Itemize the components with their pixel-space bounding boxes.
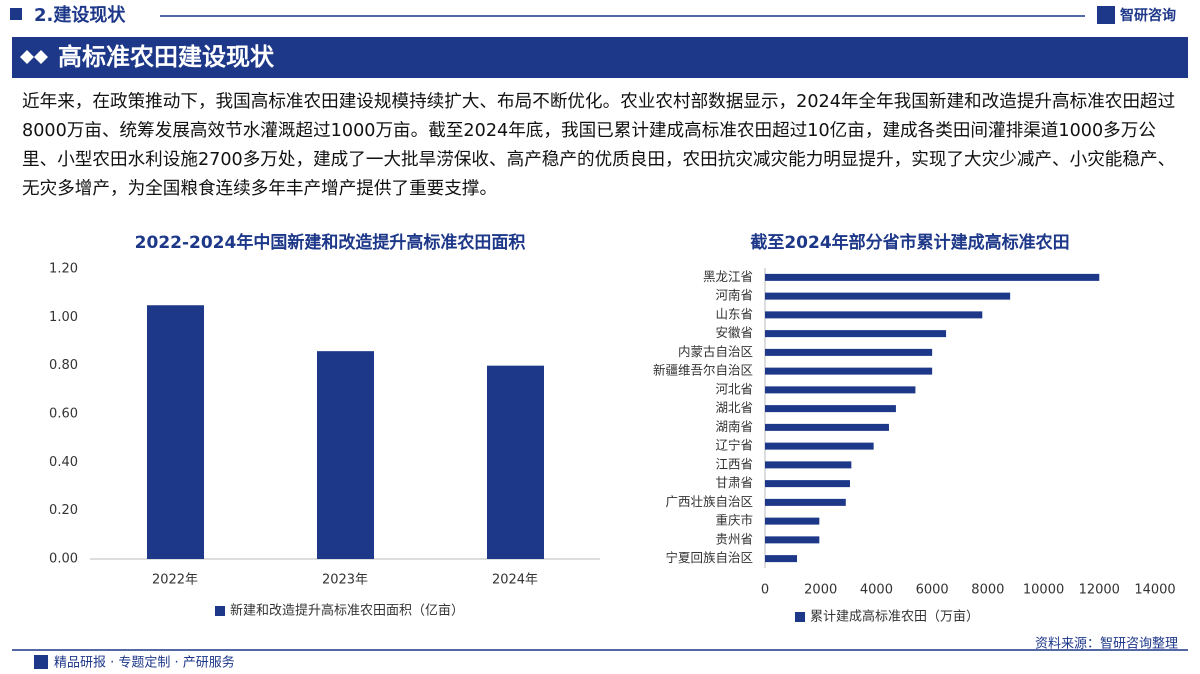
y-tick-label: 宁夏回族自治区 (665, 550, 753, 565)
y-tick-label: 新疆维吾尔自治区 (653, 363, 753, 378)
x-tick-label: 14000 (1134, 583, 1175, 598)
x-tick-label: 12000 (1079, 583, 1120, 598)
bar (765, 461, 852, 469)
x-tick-label: 2023年 (322, 573, 368, 588)
y-tick-label: 0.40 (49, 455, 78, 470)
section-title: 2.建设现状 (34, 4, 126, 26)
bar (765, 348, 933, 356)
y-tick-label: 甘肃省 (715, 475, 753, 490)
y-tick-label: 广西壮族自治区 (665, 494, 753, 509)
x-tick-label: 2000 (804, 583, 837, 598)
y-tick-label: 0.80 (49, 358, 78, 373)
x-tick-label: 6000 (916, 583, 949, 598)
chart-title: 2022-2024年中国新建和改造提升高标准农田面积 (135, 232, 526, 253)
x-tick-label: 2024年 (492, 573, 538, 588)
paragraph: 近年来，在政策推动下，我国高标准农田建设规模持续扩大、布局不断优化。农业农村部数… (22, 92, 1176, 199)
y-tick-label: 重庆市 (715, 513, 753, 528)
y-tick-label: 山东省 (715, 306, 753, 321)
y-tick-label: 江西省 (715, 456, 753, 471)
logo: 智研咨询 (1119, 7, 1176, 24)
bar (765, 311, 983, 319)
bar (765, 405, 896, 413)
logo-icon (1097, 6, 1115, 24)
legend-label: 累计建成高标准农田（万亩） (810, 609, 979, 625)
y-tick-label: 0.00 (49, 552, 78, 567)
banner-title: 高标准农田建设现状 (58, 43, 275, 71)
y-tick-label: 湖北省 (715, 400, 753, 415)
bar (765, 273, 1100, 281)
x-tick-label: 2022年 (152, 573, 198, 588)
bar (765, 442, 874, 450)
y-tick-label: 0.20 (49, 503, 78, 518)
bar (147, 305, 204, 559)
y-tick-label: 河南省 (715, 288, 753, 303)
y-tick-label: 辽宁省 (715, 438, 753, 453)
x-tick-label: 4000 (860, 583, 893, 598)
bar (765, 367, 933, 375)
section-icon (10, 8, 22, 20)
y-tick-label: 黑龙江省 (703, 269, 753, 284)
services: 精品研报 · 专题定制 · 产研服务 (54, 655, 235, 671)
legend-label: 新建和改造提升高标准农田面积（亿亩） (230, 603, 464, 619)
source: 资料来源：智研咨询整理 (1035, 637, 1178, 652)
bar (487, 365, 544, 559)
legend-swatch (215, 606, 225, 616)
banner (12, 37, 1188, 78)
y-tick-label: 1.00 (49, 310, 78, 325)
bar (765, 555, 798, 563)
bar (765, 330, 947, 338)
bar (765, 498, 846, 506)
legend-swatch (795, 612, 805, 622)
banner-icon (20, 50, 48, 64)
x-tick-label: 8000 (971, 583, 1004, 598)
y-tick-label: 安徽省 (715, 325, 753, 340)
x-tick-label: 0 (761, 583, 769, 598)
bar (765, 517, 820, 525)
y-tick-label: 河北省 (715, 381, 753, 396)
y-tick-label: 内蒙古自治区 (678, 344, 753, 359)
bar (765, 386, 916, 394)
bar (765, 423, 889, 431)
y-tick-label: 湖南省 (715, 419, 753, 434)
bar (765, 480, 850, 488)
y-tick-label: 0.60 (49, 407, 78, 422)
x-tick-label: 10000 (1023, 583, 1064, 598)
footer-icon (34, 655, 48, 669)
bar (765, 536, 820, 544)
bar (765, 292, 1011, 300)
chart-title: 截至2024年部分省市累计建成高标准农田 (750, 232, 1069, 253)
y-tick-label: 贵州省 (715, 531, 753, 546)
y-tick-label: 1.20 (49, 262, 78, 277)
bar (317, 351, 374, 559)
